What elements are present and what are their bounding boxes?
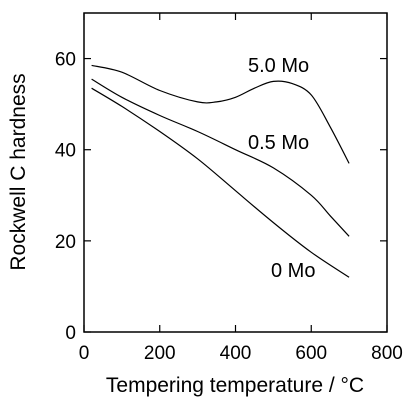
y-tick-label: 40 <box>55 141 76 162</box>
x-tick-label: 600 <box>295 343 327 364</box>
y-axis-title: Rockwell C hardness <box>7 73 30 270</box>
series-lines <box>91 64 350 278</box>
plot-frame <box>83 12 388 333</box>
x-axis-title: Tempering temperature / °C <box>106 374 364 397</box>
series-0-5-mo-label: 0.5 Mo <box>248 132 309 154</box>
x-tick-label: 200 <box>144 343 176 364</box>
y-tick-label: 0 <box>65 323 76 344</box>
series-5-0-mo-line <box>91 64 350 164</box>
x-tick-label: 800 <box>371 343 403 364</box>
series-0-mo-line <box>91 87 350 278</box>
x-tick-label: 400 <box>220 343 252 364</box>
y-tick-label: 20 <box>55 232 76 253</box>
axis-ticks <box>83 13 388 333</box>
axis-tick-labels: 0 200 400 600 800 0 20 40 60 <box>55 50 403 364</box>
series-0-5-mo-line <box>91 78 350 237</box>
series-0-mo-label: 0 Mo <box>271 260 315 282</box>
x-tick-label: 0 <box>79 343 90 364</box>
series-5-0-mo-label: 5.0 Mo <box>248 55 309 77</box>
series-labels: 5.0 Mo 0.5 Mo 0 Mo <box>248 55 315 282</box>
y-tick-label: 60 <box>55 50 76 71</box>
